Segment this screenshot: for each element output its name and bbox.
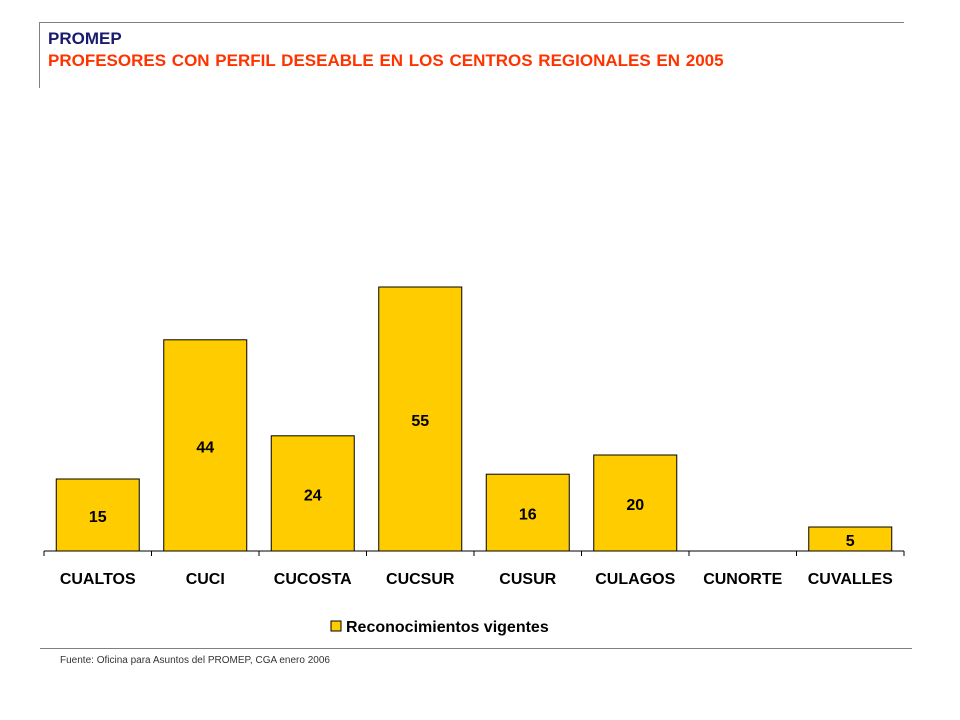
bar-cucosta bbox=[270, 435, 355, 552]
data-label-cucosta: 24 bbox=[304, 487, 322, 504]
title-block: PROMEP PROFESORES CON PERFIL DESEABLE EN… bbox=[48, 28, 724, 72]
top-rule bbox=[40, 22, 904, 23]
bar-cuvalles bbox=[808, 526, 893, 552]
x-tick-label-cucosta: CUCOSTA bbox=[274, 571, 352, 588]
legend-swatch bbox=[330, 620, 342, 632]
data-label-cuvalles: 5 bbox=[846, 533, 855, 550]
data-label-cualtos: 15 bbox=[89, 509, 107, 526]
bar-cusur bbox=[485, 473, 570, 552]
left-rule bbox=[39, 22, 40, 88]
bottom-rule bbox=[40, 648, 912, 649]
data-label-cusur: 16 bbox=[519, 507, 537, 524]
x-tick-label-cunorte: CUNORTE bbox=[703, 571, 782, 588]
page-title: PROMEP bbox=[48, 29, 122, 48]
x-tick-label-cualtos: CUALTOS bbox=[60, 571, 136, 588]
x-tick-label-culagos: CULAGOS bbox=[595, 571, 675, 588]
bar-cualtos bbox=[55, 478, 140, 552]
data-label-cuci: 44 bbox=[196, 439, 214, 456]
data-label-cucsur: 55 bbox=[411, 413, 429, 430]
bar-culagos bbox=[593, 454, 678, 552]
x-tick-label-cusur: CUSUR bbox=[499, 571, 556, 588]
x-tick-label-cucsur: CUCSUR bbox=[386, 571, 455, 588]
x-tick-label-cuci: CUCI bbox=[186, 571, 225, 588]
x-tick-label-cuvalles: CUVALLES bbox=[808, 571, 893, 588]
data-label-culagos: 20 bbox=[626, 497, 644, 514]
legend-label: Reconocimientos vigentes bbox=[346, 619, 549, 636]
page-subtitle: PROFESORES CON PERFIL DESEABLE EN LOS CE… bbox=[48, 51, 724, 70]
bar-cucsur bbox=[378, 286, 463, 552]
source-note: Fuente: Oficina para Asuntos del PROMEP,… bbox=[60, 655, 330, 666]
